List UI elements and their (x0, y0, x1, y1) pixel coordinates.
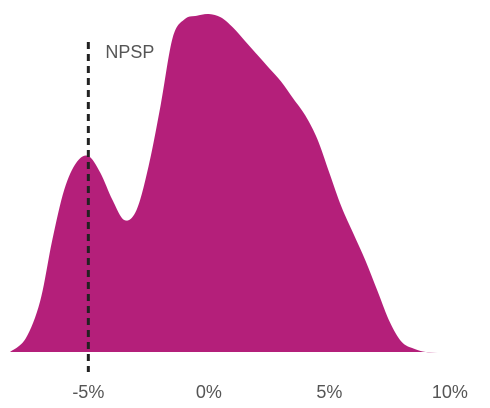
x-axis-ticks: -5% 0% 5% 10% (72, 382, 468, 402)
series-layer (10, 13, 480, 353)
x-tick-label: -5% (72, 382, 104, 402)
reference-layer: NPSP (86, 42, 154, 372)
x-tick-label: 10% (432, 382, 468, 402)
reference-line-label: NPSP (105, 42, 154, 62)
x-tick-label: 0% (196, 382, 222, 402)
x-tick-label: 5% (316, 382, 342, 402)
density-area-0 (10, 13, 480, 353)
